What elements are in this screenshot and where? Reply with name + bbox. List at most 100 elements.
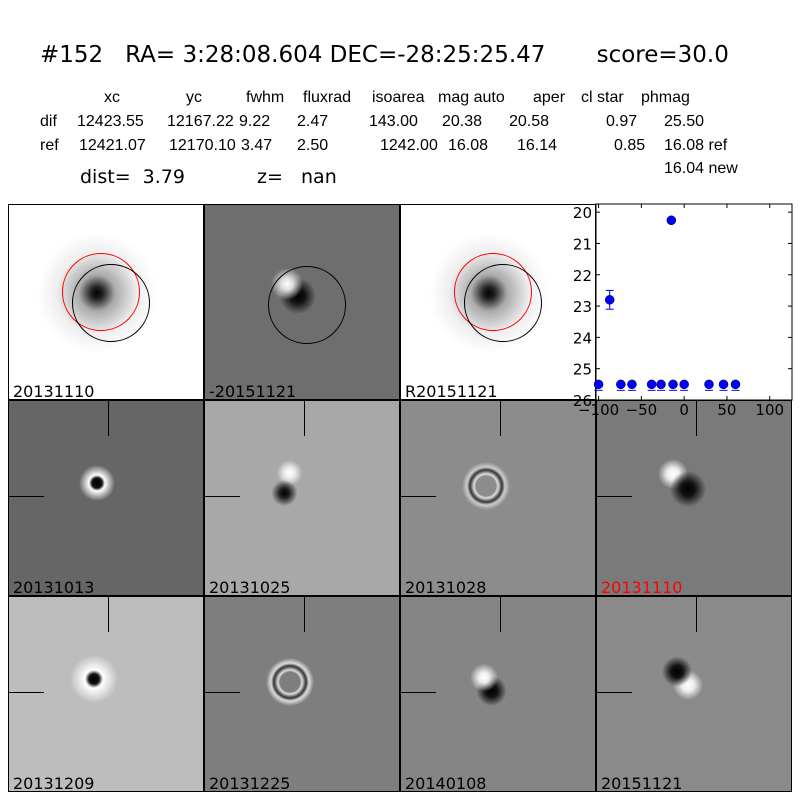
stamp-20131225: 20131225	[204, 596, 400, 792]
stamp-20131209: 20131209	[8, 596, 204, 792]
source-image	[265, 657, 315, 707]
x-tick-label: −50	[626, 401, 658, 419]
stamp-label: 20131013	[13, 578, 95, 596]
crosshair-horizontal	[9, 692, 44, 693]
stamp-label: 20131110	[601, 578, 683, 596]
source-image	[657, 654, 707, 704]
y-tick-label: 23	[573, 298, 592, 316]
ref-value: 0.85	[614, 137, 646, 154]
y-tick-label: 24	[573, 329, 592, 347]
crosshair-horizontal	[597, 496, 632, 497]
crosshair-horizontal	[205, 496, 240, 497]
crosshair-horizontal	[9, 496, 44, 497]
stamp-label: -20151121	[209, 382, 297, 400]
data-point	[627, 379, 637, 390]
stamp-label: 20151121	[601, 774, 683, 792]
y-tick-label: 20	[573, 204, 592, 222]
dif-value: 9.22	[239, 113, 271, 130]
stamp-label: 20140108	[405, 774, 487, 792]
stamp-20140108: 20140108	[400, 596, 596, 792]
data-point	[666, 215, 677, 226]
data-point	[616, 379, 626, 390]
source-image	[464, 660, 514, 710]
ref-value: 12421.07	[79, 137, 146, 154]
source-image	[64, 649, 124, 709]
column-header: isoarea	[372, 89, 425, 106]
aperture-circle	[464, 264, 542, 342]
source-image	[262, 458, 312, 508]
column-header: xc	[104, 89, 120, 106]
crosshair-horizontal	[205, 692, 240, 693]
new-mag: 16.04 new	[664, 160, 738, 177]
source-image	[72, 458, 122, 508]
dif-value: 2.47	[297, 113, 329, 130]
redshift: z= nan	[257, 166, 337, 188]
data-point	[704, 379, 714, 390]
column-header: aper	[533, 89, 566, 106]
stamp-label: 20131110	[13, 382, 95, 400]
stamp-label: R20151121	[405, 382, 498, 400]
y-tick-label: 25	[573, 361, 592, 379]
crosshair-horizontal	[401, 692, 436, 693]
dif-value: 12423.55	[77, 113, 144, 130]
ref-value: 2.50	[297, 137, 329, 154]
dif-value: 143.00	[369, 113, 418, 130]
ref-value: 16.08 ref	[664, 137, 728, 154]
crosshair-vertical	[108, 597, 109, 632]
x-tick-label: 100	[755, 401, 784, 419]
column-header: yc	[186, 89, 202, 106]
crosshair-vertical	[304, 597, 305, 632]
dist: dist= 3.79	[80, 166, 185, 188]
stamp-20131028: 20131028	[400, 400, 596, 596]
crosshair-vertical	[500, 401, 501, 436]
crosshair-vertical	[696, 597, 697, 632]
x-tick-label: 50	[717, 401, 736, 419]
data-point	[604, 295, 615, 305]
x-tick-label: −100	[578, 401, 619, 419]
stamp-20151121: 20151121	[596, 596, 792, 792]
aperture-circle	[72, 264, 150, 342]
ref-value: 12170.10	[169, 137, 236, 154]
data-point	[646, 379, 657, 390]
crosshair-vertical	[304, 401, 305, 436]
stamp-20131110: 20131110	[596, 400, 792, 596]
plot-frame	[595, 203, 793, 401]
stamp-label: 20131025	[209, 578, 291, 596]
ref-value: 16.08	[448, 137, 489, 154]
column-header: fluxrad	[303, 89, 352, 106]
data-point	[730, 379, 741, 390]
crosshair-vertical	[500, 597, 501, 632]
crosshair-vertical	[696, 401, 697, 436]
dif-value: 20.58	[509, 113, 550, 130]
stamp-R20151121: R20151121	[400, 204, 596, 400]
column-header: phmag	[641, 89, 690, 106]
stamp-20131013: 20131013	[8, 400, 204, 596]
row-label: dif	[40, 113, 57, 130]
x-tick-label: 0	[679, 401, 689, 419]
stamp-20131025: 20131025	[204, 400, 400, 596]
aperture-circle	[268, 266, 346, 344]
crosshair-horizontal	[597, 692, 632, 693]
stamp-label: 20131225	[209, 774, 291, 792]
stamp-label: 20131028	[405, 578, 487, 596]
dif-value: 25.50	[664, 113, 705, 130]
stamp-20131110: 20131110	[8, 204, 204, 400]
column-header: mag auto	[438, 89, 505, 106]
y-tick-label: 22	[573, 267, 592, 285]
dif-value: 0.97	[606, 113, 638, 130]
dif-value: 20.38	[442, 113, 483, 130]
data-point	[593, 379, 604, 390]
ref-value: 16.14	[517, 137, 558, 154]
stamp-label: 20131209	[13, 774, 95, 792]
dif-value: 12167.22	[167, 113, 234, 130]
row-label: ref	[40, 137, 59, 154]
column-header: fwhm	[246, 89, 285, 106]
data-point	[679, 379, 689, 390]
source-image	[461, 461, 511, 511]
crosshair-horizontal	[401, 496, 436, 497]
column-header: cl star	[581, 89, 624, 106]
y-tick-label: 26	[573, 392, 592, 410]
data-point	[718, 379, 729, 390]
magnitude-plot: 20 21 22 23 24 25 26−100 −50 0 50 100	[573, 203, 793, 419]
